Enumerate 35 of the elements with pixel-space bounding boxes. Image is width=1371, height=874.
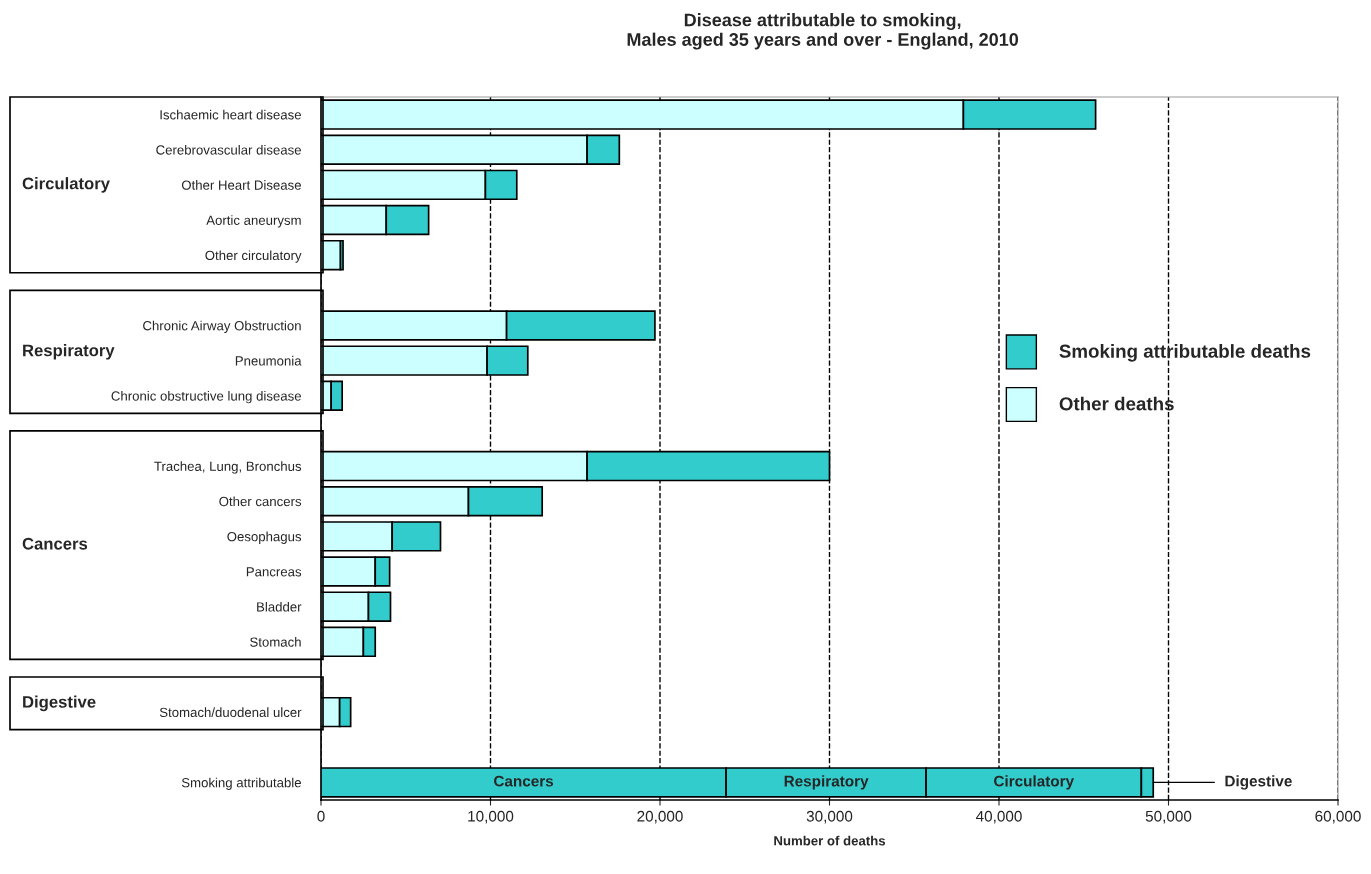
y-tick-label: Pancreas [246, 567, 302, 577]
y-tick-label: Other circulatory [205, 250, 302, 263]
y-tick-label: Chronic obstructive lung disease [111, 390, 301, 404]
y-tick-label: Aortic aneurysm [206, 215, 301, 228]
annotation: Cancers [494, 775, 554, 787]
x-tick-label: 30,000 [806, 810, 853, 824]
text: Cancers [22, 537, 88, 550]
annotation: Respiratory [784, 775, 869, 790]
y-tick-label: Smoking attributable [181, 777, 301, 790]
y-tick-label: Pneumonia [235, 355, 302, 366]
x-tick-label: 10,000 [468, 810, 514, 824]
y-tick-label: Other Heart Disease [181, 180, 301, 190]
chart-title: Disease attributable to smoking, Males aged 35 years and over - England, 2010 [627, 13, 1019, 50]
y-tick-label: Trachea, Lung, Bronchus [154, 461, 302, 474]
x-tick-label: 40,000 [975, 810, 1022, 824]
y-tick-label: Chronic Airway Obstruction [143, 320, 301, 333]
x-tick-label: 60,000 [1315, 810, 1361, 824]
annotation: Circulatory [994, 775, 1074, 790]
y-tick-label: Cerebrovascular disease [156, 144, 301, 155]
y-tick-label: Ischaemic heart disease [160, 109, 301, 120]
legend-label: Other deaths [1059, 396, 1174, 411]
x-tick-label: 0 [317, 810, 325, 822]
annotation: Digestive [1225, 775, 1292, 790]
y-tick-label: Stomach/duodenal ulcer [159, 707, 302, 718]
y-tick-label: Bladder [257, 601, 302, 612]
x-tick-label: 20,000 [637, 810, 683, 824]
y-tick-label: Other cancers [219, 496, 302, 507]
text: Respiratory [23, 344, 115, 360]
legend-label: Smoking attributable deaths [1059, 344, 1311, 362]
text: Digestive [23, 695, 96, 712]
x-axis-title: Number of deaths [774, 835, 886, 846]
text: Circulatory [22, 177, 110, 193]
y-tick-label: Oesophagus [227, 531, 302, 544]
x-tick-label: 50,000 [1145, 810, 1192, 824]
y-tick-label: Stomach [250, 637, 301, 647]
